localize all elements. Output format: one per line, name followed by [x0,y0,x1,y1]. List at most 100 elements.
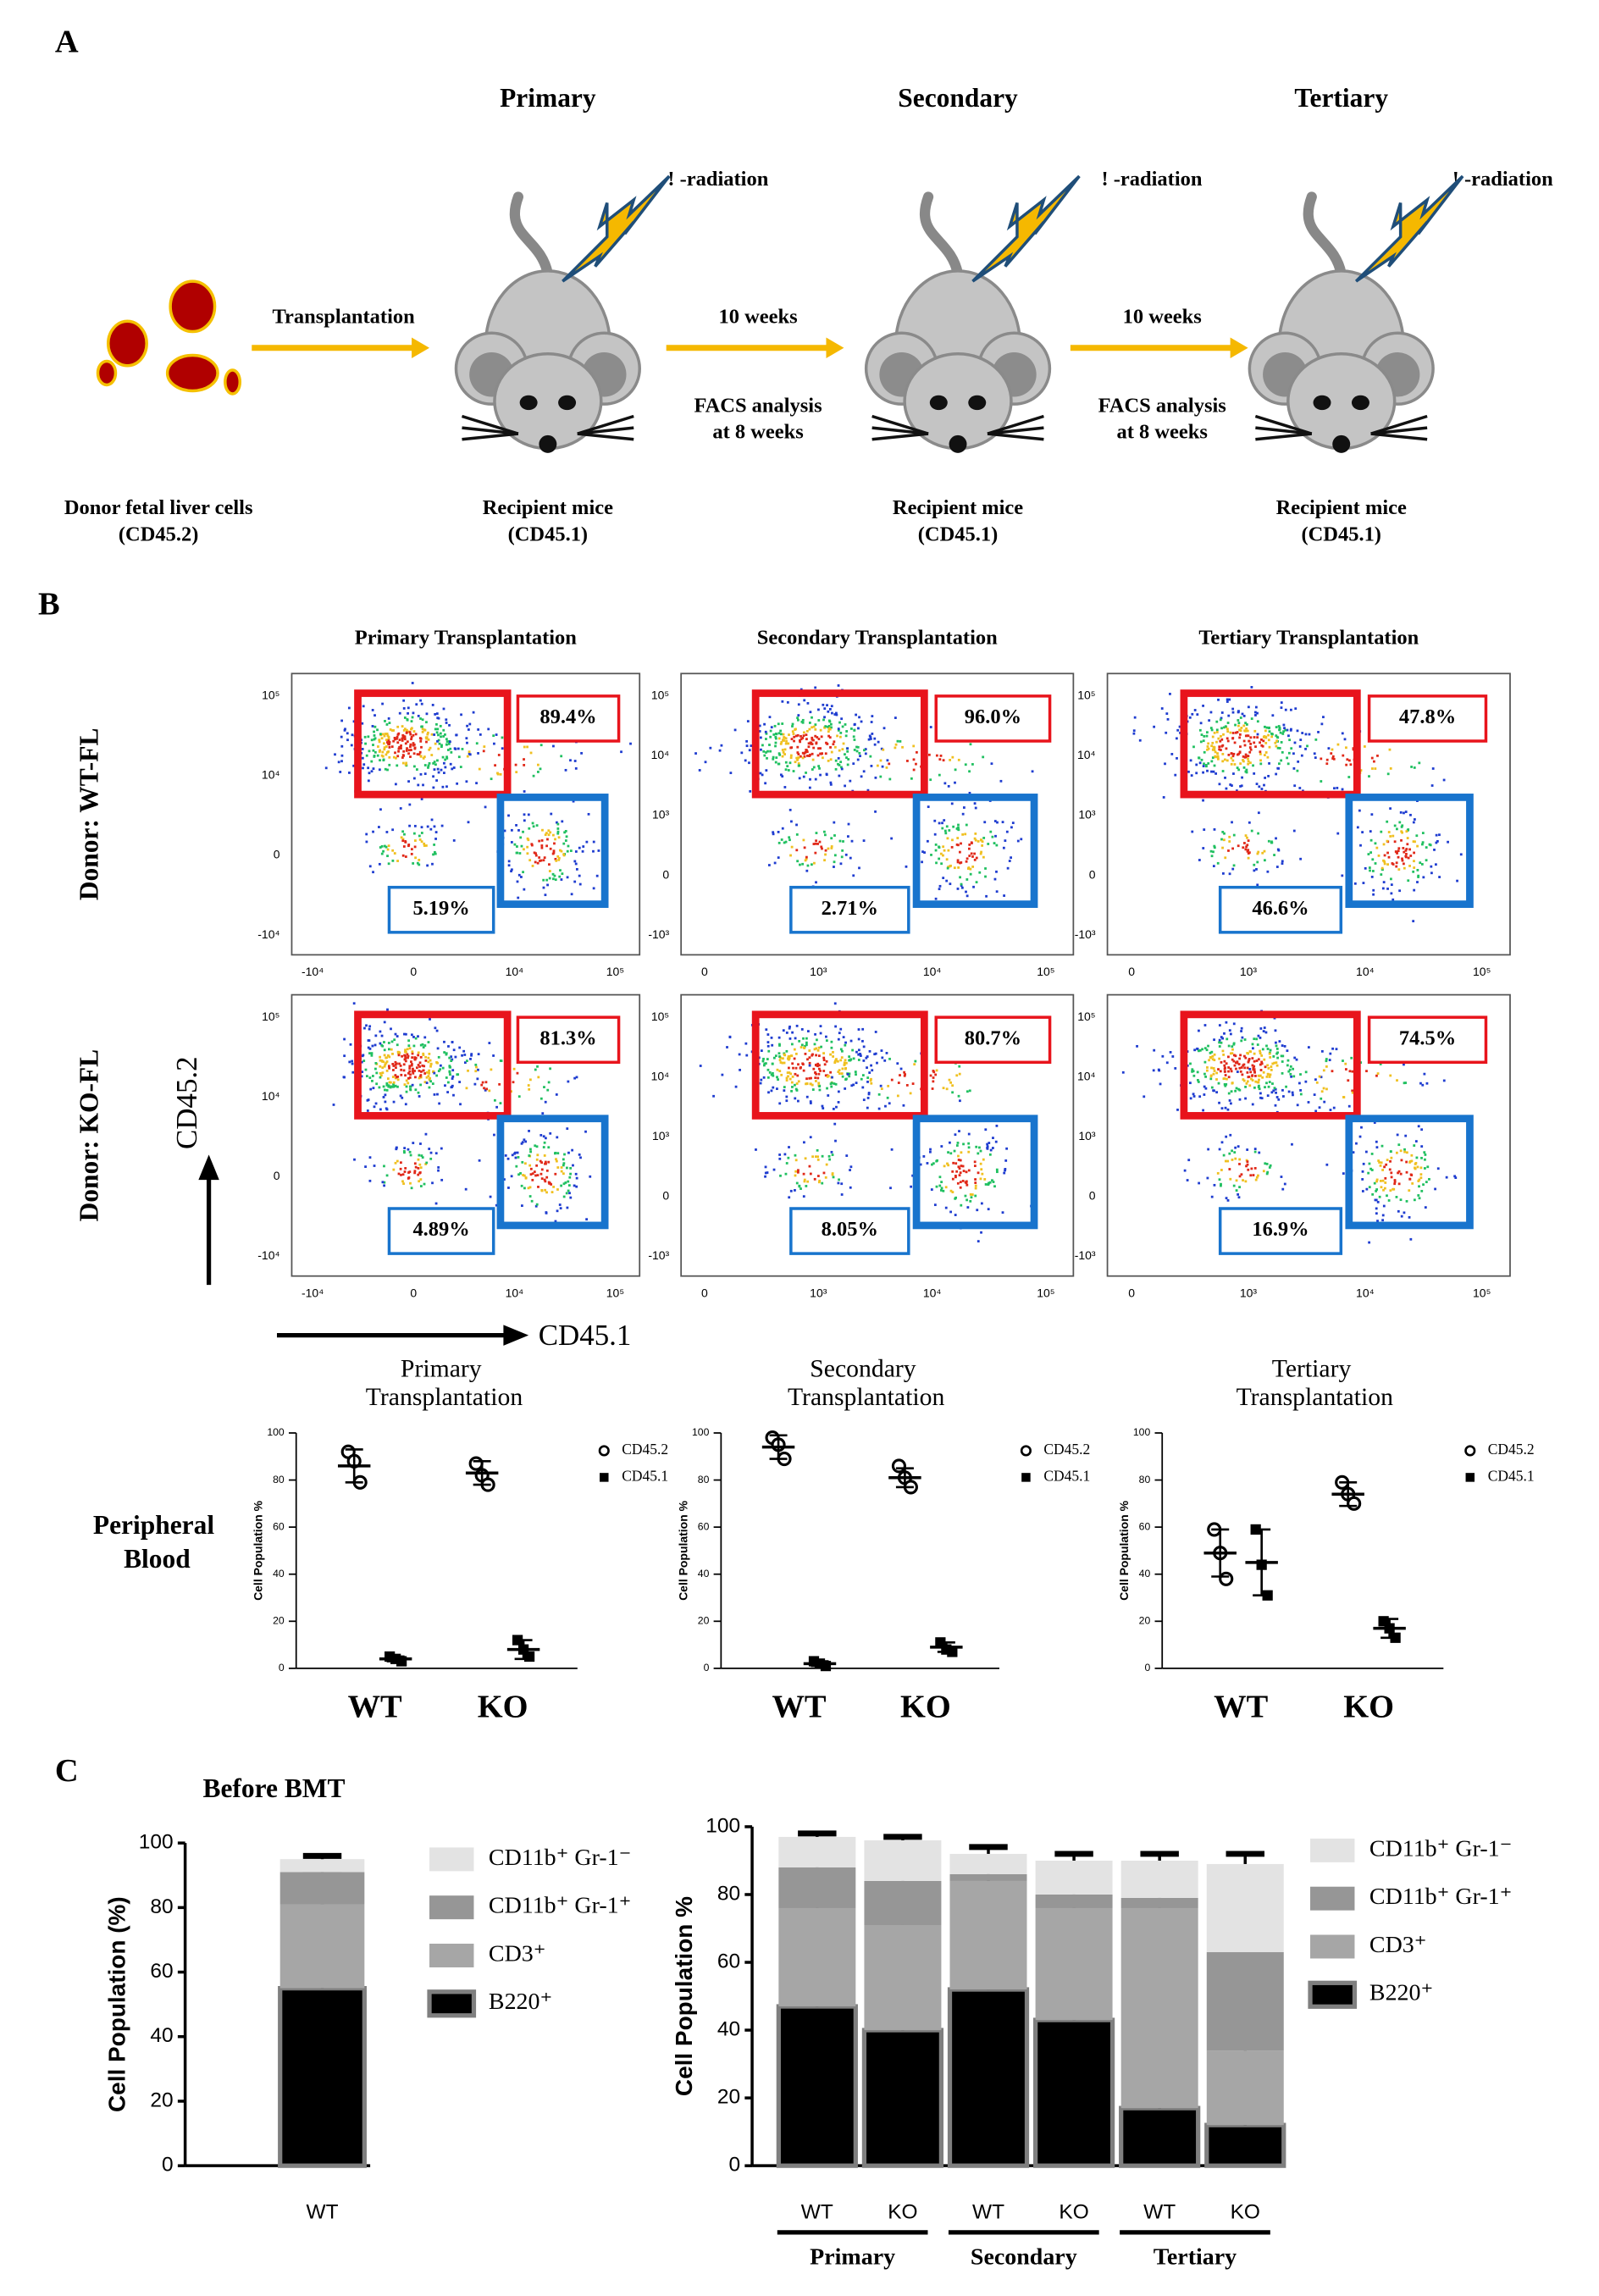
flow-event [1174,773,1177,777]
flow-event [1375,846,1379,849]
flow-event [1210,760,1214,763]
flow-event [796,1074,800,1077]
flow-event [788,836,791,839]
flow-event [978,1146,981,1149]
flow-event [1227,1055,1230,1059]
legend-label: CD45.1 [1488,1467,1535,1484]
flow-event [806,864,810,867]
flow-event [915,762,917,766]
flow-event [1221,1037,1225,1040]
flow-event [1320,780,1323,783]
flow-event [972,885,975,888]
flow-event [524,1176,528,1180]
flow-event [943,782,947,785]
flow-event [1269,1056,1272,1059]
flow-event [1220,749,1222,751]
flow-event [1200,758,1203,761]
flow-event [1220,734,1222,738]
flow-event [407,1148,410,1151]
flow-event [499,1059,502,1062]
flow-event [1255,1176,1259,1179]
flow-event [831,1076,833,1079]
flow-event [911,1174,915,1177]
flow-event [805,1037,808,1040]
flow-event [366,1098,369,1102]
flow-event [379,1042,382,1045]
flow-event [401,734,405,738]
whisker [577,432,634,441]
flow-event [838,1032,841,1035]
flow-event [1373,1121,1376,1124]
flow-event [789,756,793,760]
flow-event [1213,731,1216,734]
flow-event [392,729,396,732]
flow-event [812,739,815,742]
gate-label-box [516,694,621,743]
flow-event [1364,866,1367,870]
flow-event [1424,1206,1427,1209]
flow-event [971,866,975,868]
flow-event [515,851,518,855]
flow-event [810,1082,812,1086]
flow-event [527,1187,530,1190]
flow-event [1209,1075,1213,1078]
flow-event [1208,1059,1210,1062]
flow-event [540,1177,544,1181]
flow-event [959,1181,962,1184]
flow-event [1347,1104,1351,1108]
flow-event [545,844,548,848]
flow-event [451,1040,454,1043]
flow-y-tick: 10⁴ [651,748,670,761]
flow-event [384,1100,387,1104]
flow-event [408,1076,412,1079]
radiation-label: ! -radiation [667,168,768,191]
flow-event [418,1163,422,1166]
flow-event [1222,871,1225,875]
flow-event [934,849,938,852]
flow-event [534,1068,537,1071]
flow-event [855,1073,857,1076]
flow-event [733,728,737,732]
flow-event [761,1059,765,1063]
flow-event [494,764,496,767]
flow-event [1376,1220,1379,1223]
legend-label: CD11b⁺ Gr-1⁺ [489,1893,631,1919]
flow-event [1215,728,1219,732]
flow-event [1389,1074,1392,1077]
flow-event [759,1082,762,1085]
flow-event [1328,1059,1331,1062]
flow-event [517,896,520,899]
flow-event [440,744,443,747]
flow-event [575,1076,578,1079]
flow-event [1266,755,1270,759]
flow-event [883,1059,887,1062]
flow-event [764,730,767,733]
flow-event [430,733,434,736]
flow-event [995,870,998,873]
flow-event [1218,783,1221,786]
flow-event [1218,1057,1221,1060]
flow-event [905,865,908,868]
flow-event [942,877,945,880]
flow-event [437,1070,440,1072]
flow-event [788,761,792,765]
flow-event [795,1082,799,1085]
flow-event [1233,1064,1237,1067]
flow-event [962,1170,965,1173]
flow-event [888,1102,891,1105]
flow-event [841,849,844,852]
flow-event [1407,856,1410,860]
flow-x-tick: 10³ [1240,1286,1258,1299]
flow-event [556,827,560,830]
flow-event [1202,704,1204,707]
flow-event [787,742,790,745]
flow-event [899,1074,901,1076]
flow-event [566,1127,569,1131]
flow-event [419,772,423,776]
flow-event [1236,766,1239,769]
flow-event [388,722,391,724]
flow-event [766,1044,770,1048]
flow-event [1386,820,1389,823]
flow-event [1245,723,1248,726]
flow-event [537,771,539,773]
